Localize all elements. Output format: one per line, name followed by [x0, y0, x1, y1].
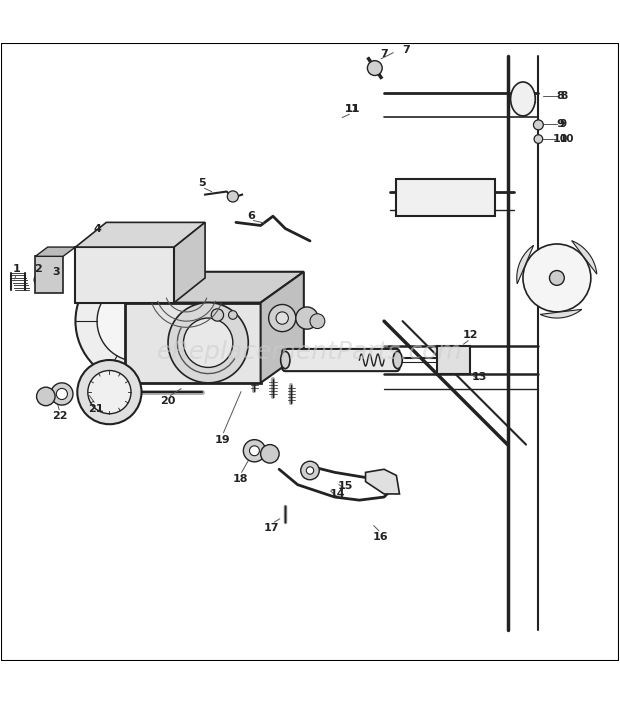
- Polygon shape: [436, 346, 471, 374]
- Circle shape: [301, 461, 319, 479]
- Text: 2: 2: [34, 264, 42, 275]
- Circle shape: [76, 259, 199, 383]
- Polygon shape: [174, 222, 205, 303]
- Circle shape: [56, 389, 68, 400]
- Circle shape: [51, 383, 73, 405]
- Text: 13: 13: [472, 372, 487, 382]
- Text: 4: 4: [93, 224, 101, 234]
- Polygon shape: [540, 309, 582, 318]
- Text: eReplacementParts.com: eReplacementParts.com: [157, 340, 463, 364]
- Text: 8: 8: [560, 91, 567, 101]
- Ellipse shape: [393, 351, 402, 369]
- Text: 15: 15: [338, 481, 353, 491]
- Polygon shape: [366, 470, 399, 494]
- Circle shape: [243, 439, 265, 462]
- Circle shape: [78, 360, 141, 425]
- Polygon shape: [35, 247, 76, 256]
- Polygon shape: [76, 247, 174, 303]
- Text: 7: 7: [380, 49, 388, 60]
- Circle shape: [276, 312, 288, 325]
- Text: 1: 1: [13, 264, 20, 274]
- Circle shape: [533, 120, 543, 130]
- Circle shape: [97, 281, 177, 361]
- Ellipse shape: [511, 82, 535, 116]
- Text: 16: 16: [373, 532, 389, 542]
- Text: 20: 20: [161, 396, 175, 406]
- Text: 10: 10: [560, 134, 575, 144]
- Polygon shape: [35, 256, 63, 294]
- Circle shape: [249, 446, 259, 455]
- Polygon shape: [517, 245, 534, 284]
- Text: 18: 18: [232, 474, 248, 484]
- Circle shape: [296, 353, 311, 367]
- Circle shape: [534, 134, 542, 144]
- Text: 12: 12: [463, 330, 478, 340]
- Text: 19: 19: [215, 434, 230, 445]
- Circle shape: [229, 310, 237, 320]
- Text: 11: 11: [344, 104, 360, 115]
- Circle shape: [260, 445, 279, 463]
- FancyBboxPatch shape: [282, 349, 399, 371]
- Text: 6: 6: [247, 211, 255, 221]
- Polygon shape: [125, 303, 260, 383]
- Polygon shape: [76, 222, 205, 247]
- Circle shape: [549, 270, 564, 285]
- Text: 21: 21: [88, 404, 104, 414]
- Circle shape: [306, 467, 314, 474]
- Polygon shape: [125, 272, 304, 303]
- Circle shape: [296, 307, 318, 329]
- Circle shape: [168, 303, 248, 383]
- Circle shape: [310, 314, 325, 329]
- Circle shape: [523, 244, 591, 312]
- Polygon shape: [260, 272, 304, 383]
- Text: 7: 7: [402, 44, 410, 55]
- Polygon shape: [396, 180, 495, 216]
- Circle shape: [268, 304, 296, 332]
- Circle shape: [37, 387, 55, 406]
- Circle shape: [34, 274, 46, 286]
- Text: 14: 14: [330, 489, 345, 499]
- Circle shape: [184, 318, 233, 367]
- Text: 3: 3: [52, 267, 60, 277]
- Text: 10: 10: [552, 134, 568, 144]
- Text: 5: 5: [198, 179, 206, 189]
- Text: 9: 9: [560, 119, 567, 129]
- Polygon shape: [572, 241, 597, 274]
- Circle shape: [88, 370, 131, 414]
- Text: 11: 11: [345, 104, 359, 115]
- Circle shape: [48, 275, 58, 284]
- Ellipse shape: [281, 351, 290, 369]
- Circle shape: [211, 309, 224, 321]
- Text: 22: 22: [52, 411, 68, 421]
- Text: 8: 8: [556, 91, 564, 101]
- Text: 17: 17: [264, 523, 280, 533]
- Circle shape: [228, 191, 239, 202]
- Circle shape: [368, 61, 382, 75]
- Text: 9: 9: [556, 119, 564, 129]
